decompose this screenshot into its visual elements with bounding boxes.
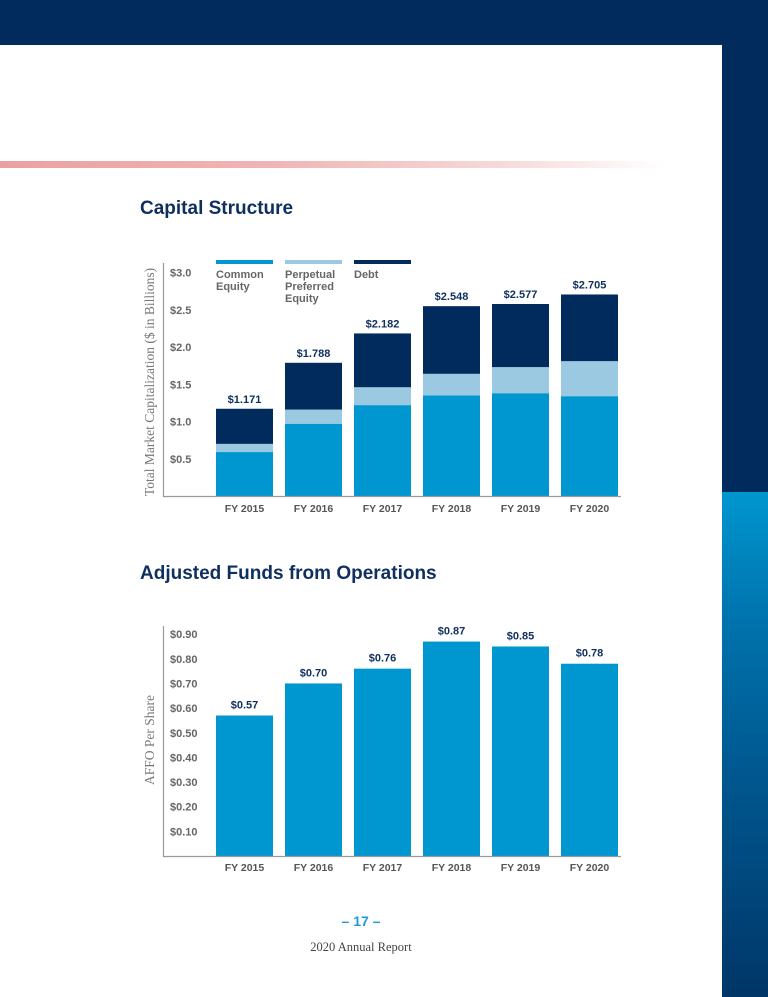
affo-bar bbox=[561, 663, 618, 856]
chart2-y-tick-label: $0.70 bbox=[170, 678, 198, 690]
bar-total-label: $2.548 bbox=[435, 291, 469, 303]
chart1-y-tick-label: $3.0 bbox=[170, 268, 191, 280]
chart2-x-tick-label: FY 2017 bbox=[363, 862, 403, 874]
chart1-x-tick-label: FY 2019 bbox=[501, 503, 541, 515]
chart1-x-tick-label: FY 2020 bbox=[570, 503, 610, 515]
chart1-y-tick-label: $1.0 bbox=[170, 417, 191, 429]
chart1-bars: $1.171 $1.788 $2.182 $2.548 $2.577 $2.705 bbox=[216, 279, 618, 496]
report-name: 2020 Annual Report bbox=[310, 940, 412, 954]
chart2-x-tick-label: FY 2015 bbox=[225, 862, 265, 874]
chart1-y-tick-label: $1.5 bbox=[170, 379, 191, 391]
legend-swatch-0 bbox=[216, 260, 273, 264]
capital-structure-title: Capital Structure bbox=[140, 198, 294, 219]
common-equity-segment bbox=[285, 423, 342, 496]
affo-value-label: $0.57 bbox=[231, 699, 259, 711]
chart2-y-tick-label: $0.10 bbox=[170, 826, 198, 838]
page-number: – 17 – bbox=[341, 913, 381, 929]
chart1-y-axis-label: Total Market Capitalization ($ in Billio… bbox=[142, 268, 157, 496]
affo-bar bbox=[423, 641, 480, 856]
common-equity-segment bbox=[423, 395, 480, 496]
legend-swatch-1 bbox=[285, 260, 342, 264]
legend-label: Perpetual bbox=[285, 269, 335, 281]
debt-segment bbox=[354, 333, 411, 388]
debt-segment bbox=[285, 362, 342, 410]
affo-title: Adjusted Funds from Operations bbox=[140, 563, 437, 584]
debt-segment bbox=[216, 408, 273, 444]
affo-chart: AFFO Per Share $0.10 $0.20 $0.30 $0.40 $0.50… bbox=[142, 626, 621, 874]
affo-value-label: $0.70 bbox=[300, 667, 328, 679]
affo-value-label: $0.78 bbox=[576, 648, 604, 660]
legend-label: Equity bbox=[216, 281, 250, 293]
chart2-y-tick-label: $0.40 bbox=[170, 752, 198, 764]
chart2-x-tick-label: FY 2019 bbox=[501, 862, 541, 874]
debt-segment bbox=[423, 306, 480, 374]
bar-total-label: $2.182 bbox=[366, 318, 400, 330]
chart1-x-tick-label: FY 2016 bbox=[294, 503, 334, 515]
chart1-y-tick-label: $2.0 bbox=[170, 342, 191, 354]
affo-bar bbox=[216, 715, 273, 856]
bar-total-label: $2.577 bbox=[504, 289, 538, 301]
affo-bar bbox=[354, 668, 411, 856]
chart2-y-tick-label: $0.50 bbox=[170, 728, 198, 740]
chart1-y-ticks: $0.5 $1.0 $1.5 $2.0 $2.5 $3.0 bbox=[170, 268, 191, 466]
chart2-y-tick-label: $0.30 bbox=[170, 777, 198, 789]
preferred-equity-segment bbox=[423, 373, 480, 396]
debt-segment bbox=[561, 294, 618, 362]
chart1-y-tick-label: $0.5 bbox=[170, 454, 191, 466]
chart2-y-tick-label: $0.90 bbox=[170, 629, 198, 641]
legend-label: Debt bbox=[354, 269, 379, 281]
chart1-x-tick-label: FY 2015 bbox=[225, 503, 265, 515]
chart2-bars: $0.57 $0.70 $0.76 $0.87 $0.85 $0.78 bbox=[216, 626, 618, 856]
side-accent-strip bbox=[722, 0, 768, 997]
chart2-y-ticks: $0.10 $0.20 $0.30 $0.40 $0.50 $0.60 $0.70 $0.80… bbox=[170, 629, 198, 838]
common-equity-segment bbox=[492, 393, 549, 496]
common-equity-segment bbox=[354, 405, 411, 496]
affo-value-label: $0.87 bbox=[438, 626, 466, 638]
chart2-y-tick-label: $0.60 bbox=[170, 703, 198, 715]
chart1-y-tick-label: $2.5 bbox=[170, 305, 191, 317]
capital-structure-chart: Total Market Capitalization ($ in Billio… bbox=[142, 260, 621, 515]
common-equity-segment bbox=[216, 452, 273, 496]
preferred-equity-segment bbox=[354, 387, 411, 406]
chart2-x-tick-label: FY 2018 bbox=[432, 862, 472, 874]
affo-bar bbox=[285, 683, 342, 856]
bar-total-label: $2.705 bbox=[573, 279, 607, 291]
chart1-x-ticks: FY 2015 FY 2016 FY 2017 FY 2018 FY 2019 FY 20… bbox=[225, 503, 610, 515]
affo-value-label: $0.76 bbox=[369, 653, 397, 665]
chart2-y-tick-label: $0.20 bbox=[170, 802, 198, 814]
affo-bar bbox=[492, 646, 549, 856]
debt-segment bbox=[492, 304, 549, 368]
chart2-y-tick-label: $0.80 bbox=[170, 654, 198, 666]
legend-label: Equity bbox=[285, 293, 319, 305]
header-band bbox=[0, 0, 768, 45]
bar-total-label: $1.171 bbox=[228, 394, 262, 406]
legend-swatch-2 bbox=[354, 260, 411, 264]
legend-label: Common bbox=[216, 269, 264, 281]
preferred-equity-segment bbox=[216, 443, 273, 453]
chart1-x-tick-label: FY 2018 bbox=[432, 503, 472, 515]
preferred-equity-segment bbox=[561, 361, 618, 397]
bar-total-label: $1.788 bbox=[297, 348, 331, 360]
chart2-x-ticks: FY 2015 FY 2016 FY 2017 FY 2018 FY 2019 FY 20… bbox=[225, 862, 610, 874]
chart2-x-tick-label: FY 2020 bbox=[570, 862, 610, 874]
legend-label: Preferred bbox=[285, 281, 334, 293]
chart2-y-axis-label: AFFO Per Share bbox=[142, 695, 157, 785]
common-equity-segment bbox=[561, 396, 618, 496]
chart2-x-tick-label: FY 2016 bbox=[294, 862, 334, 874]
chart1-x-tick-label: FY 2017 bbox=[363, 503, 403, 515]
preferred-equity-segment bbox=[285, 409, 342, 424]
preferred-equity-segment bbox=[492, 367, 549, 394]
affo-value-label: $0.85 bbox=[507, 630, 535, 642]
decorative-rule bbox=[0, 161, 665, 168]
